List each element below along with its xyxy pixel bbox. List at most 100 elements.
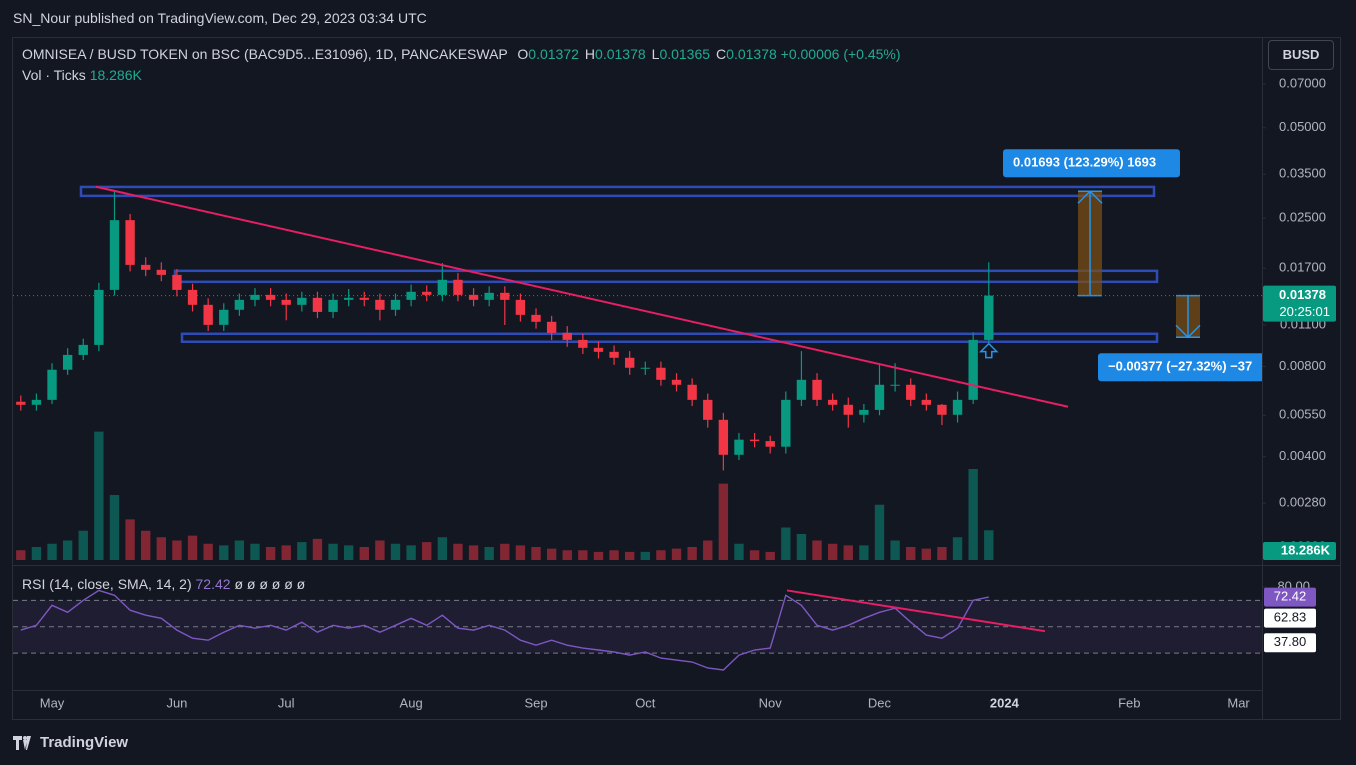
candle-body [375,299,385,310]
candle-body [578,339,588,348]
candle-body [422,291,432,295]
candle-body [718,419,729,455]
rsi-title: RSI (14, close, SMA, 14, 2) [22,576,192,592]
volume-bar [796,534,807,560]
volume-bar [906,547,916,560]
candle-body [609,351,619,358]
y-tick-label: 0.01700 [1279,260,1326,275]
rsi-marker-label: 37.80 [1274,634,1307,649]
volume-bar [141,530,151,560]
candle-body [265,294,276,300]
rsi-value: 72.42 [195,576,231,592]
x-tick-label: Sep [524,695,547,710]
candle-body [546,321,557,333]
candle-body [593,347,604,352]
legend: OMNISEA / BUSD TOKEN on BSC (BAC9D5...E3… [22,44,901,86]
ohlc-key: L [651,46,660,62]
x-tick-label: May [40,695,65,710]
measure-label: 0.01693 (123.29%) 1693 [1013,155,1156,170]
volume-bar [172,540,182,560]
y-tick-label: 0.05000 [1279,119,1326,134]
candle-body [94,289,104,345]
rsi-marker-label: 62.83 [1274,610,1307,625]
volume-bar [250,543,260,560]
x-tick-label: Feb [1118,695,1140,710]
volume-bar [359,547,369,560]
volume-bar [734,543,744,560]
measure-label-box [1098,353,1262,382]
rsi-marker-label-box [1264,608,1316,628]
candle-body [250,294,260,300]
volume-bar [187,535,198,560]
volume-bar [562,550,572,560]
volume-bar [749,550,760,560]
rsi-last-label-box [1264,587,1316,607]
publisher-line: SN_Nour published on TradingView.com, De… [13,10,427,26]
candle-body [31,399,42,405]
y-tick-label: 0.00800 [1279,358,1326,373]
candle-body [406,291,416,300]
y-tick-label: 0.00280 [1279,495,1326,510]
rsi-pane [13,589,1262,671]
volume-bar [406,545,416,560]
candle-body [47,369,57,400]
candle-body [656,367,666,380]
volume-bar [687,547,697,560]
change: +0.00006 (+0.45%) [780,46,901,62]
candle-body [468,294,479,300]
volume-bar [297,542,307,560]
volume-bar [609,550,619,560]
volume-row: Vol · Ticks 18.286K [22,65,901,86]
volume-bar [156,537,167,560]
candle-body [890,384,900,386]
ohlc-value: 0.01372 [528,46,579,62]
candle-body [827,399,838,405]
candle-body [781,399,791,447]
candle-body [968,339,978,400]
volume-bar [437,537,448,560]
volume-bar [500,543,510,560]
candle-body [62,354,73,370]
y-tick-label: 0.03500 [1279,166,1326,181]
candle-body [749,439,760,442]
volume-bar [219,545,229,560]
brand: TradingView [40,734,129,751]
volume-bar [515,545,526,560]
candle-body [687,384,697,400]
y-tick-label: 0.00400 [1279,448,1326,463]
currency-button[interactable]: BUSD [1268,40,1334,70]
candle-body [952,399,963,415]
volume-bar [484,547,494,560]
ohlc-value: 0.01378 [595,46,646,62]
volume-bar [812,540,822,560]
candle-body [843,404,853,415]
rsi-marker-label-box [1264,633,1316,653]
volume-label-box [1263,542,1336,560]
volume-bar [640,551,650,560]
price-zone [180,332,1159,344]
candle-body [765,441,775,447]
volume-bar [16,550,26,560]
candle-body [812,379,822,400]
candle-body [500,292,510,300]
candle-body [734,439,744,455]
volume-bar [234,540,245,560]
x-tick-label: Dec [868,695,892,710]
candle-body [640,367,650,369]
volume-bar [546,548,557,560]
y-tick-label: 0.00550 [1279,407,1326,422]
volume-label: 18.286K [1281,542,1331,557]
rsi-legend: RSI (14, close, SMA, 14, 2) 72.42 ø ø ø … [22,576,305,592]
x-tick-label: Jun [166,695,187,710]
measure-label: −0.00377 (−27.32%) −37 [1108,359,1252,374]
candle-body [219,309,229,325]
candle-body [156,269,167,275]
volume-bar [453,543,463,560]
volume-bar [874,504,885,560]
candle-body [187,289,198,305]
countdown: 20:25:01 [1279,304,1330,319]
volume-bar [328,543,338,560]
volume-bar [718,483,729,560]
ohlc-values: O0.01372 H0.01378 L0.01365 C0.01378 [511,46,776,62]
x-tick-label: Aug [400,695,423,710]
